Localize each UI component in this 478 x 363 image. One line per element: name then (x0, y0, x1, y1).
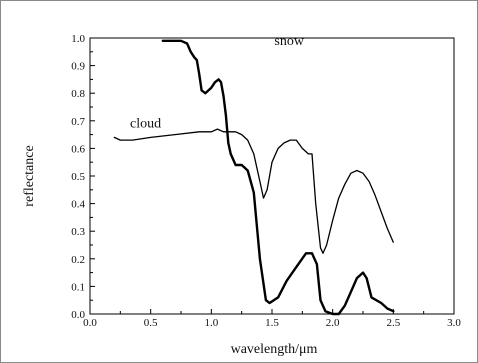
y-tick-label: 0.7 (71, 116, 85, 128)
labels: snow cloud (130, 34, 305, 132)
x-tick-label: 3.0 (447, 317, 461, 329)
x-tick-label: 1.5 (265, 317, 279, 329)
x-tick-label: 1.0 (204, 317, 218, 329)
y-tick-label: 0.4 (71, 199, 85, 211)
y-tick-label: 0.6 (71, 143, 85, 155)
y-tick-label: 0.3 (71, 226, 85, 238)
y-tick-label: 0.5 (71, 171, 85, 183)
series-label-cloud: cloud (130, 117, 161, 132)
y-tick-label: 0.0 (71, 309, 85, 321)
y-tick-label: 0.1 (71, 281, 85, 293)
series (113, 39, 395, 316)
x-tick-label: 0.5 (144, 317, 158, 329)
x-tick-label: 2.0 (326, 317, 340, 329)
y-tick-label: 0.9 (71, 61, 85, 73)
axes (89, 37, 455, 315)
y-axis-label: reflectance (22, 145, 37, 206)
x-axis-label: wavelength/μm (231, 342, 318, 357)
series-line-cloud (113, 128, 394, 254)
y-tick-label: 0.2 (71, 254, 85, 266)
plot-border (89, 37, 455, 315)
y-tick-label: 0.8 (71, 88, 85, 100)
x-tick-label: 2.5 (386, 317, 400, 329)
y-tick-label: 1.0 (71, 33, 85, 45)
x-tick-label: 0.0 (83, 317, 97, 329)
series-label-snow: snow (274, 34, 304, 49)
series-line-snow (161, 39, 395, 316)
ticks: 0.0 0.5 1.0 1.5 2.0 2.5 3.0 0.0 0.1 0.2 0.3 0.4 0.5 0… (71, 33, 461, 329)
